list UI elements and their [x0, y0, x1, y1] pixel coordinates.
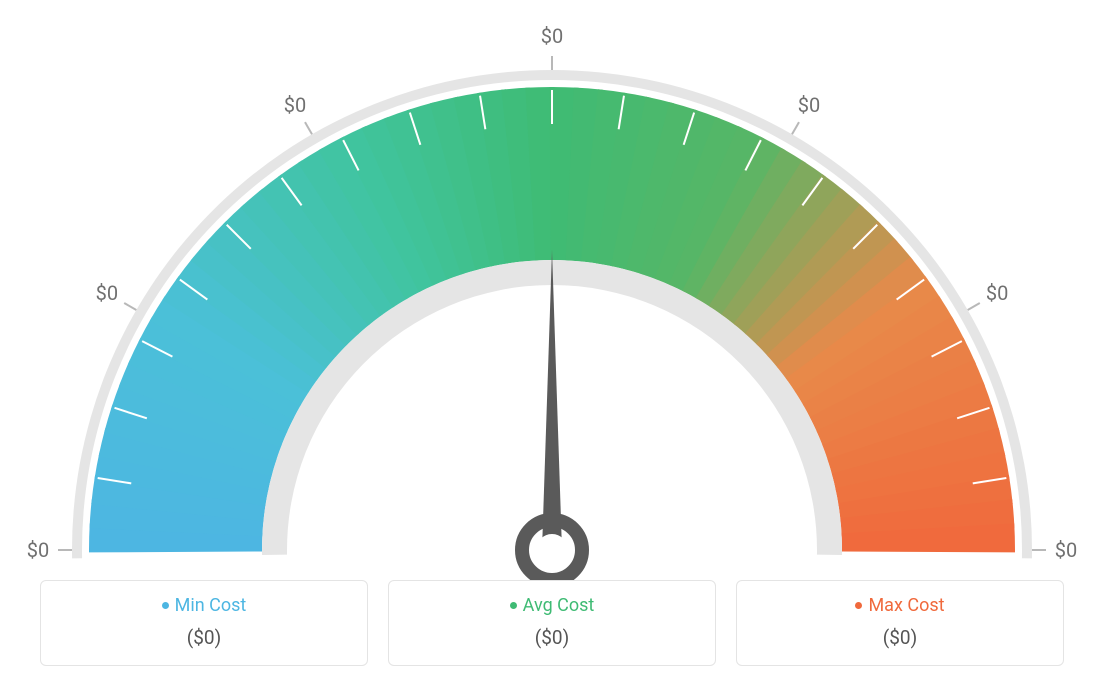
legend-value-avg: ($0): [399, 626, 705, 649]
legend-title-max: Max Cost: [747, 595, 1053, 616]
gauge-tick-label: $0: [798, 93, 820, 117]
dot-icon: [162, 602, 169, 609]
legend-title-min: Min Cost: [51, 595, 357, 616]
cost-gauge-chart: $0 $0 $0 $0 $0 $0 $0 Min Cost ($0) Avg Cost ($…: [0, 0, 1104, 690]
legend-title-avg: Avg Cost: [399, 595, 705, 616]
gauge-tick-label: $0: [1055, 538, 1077, 562]
gauge-tick-label: $0: [541, 24, 563, 48]
legend-label-min: Min Cost: [175, 595, 247, 616]
legend-label-avg: Avg Cost: [523, 595, 595, 616]
gauge-tick-label: $0: [284, 93, 306, 117]
dot-icon: [510, 602, 517, 609]
legend-card-max: Max Cost ($0): [736, 580, 1064, 666]
gauge-tick-label: $0: [27, 538, 49, 562]
dot-icon: [855, 602, 862, 609]
gauge-tick-label: $0: [96, 281, 118, 305]
legend-value-min: ($0): [51, 626, 357, 649]
legend-card-min: Min Cost ($0): [40, 580, 368, 666]
legend-label-max: Max Cost: [868, 595, 944, 616]
legend-row: Min Cost ($0) Avg Cost ($0) Max Cost ($0…: [40, 580, 1064, 666]
legend-value-max: ($0): [747, 626, 1053, 649]
gauge-area: $0 $0 $0 $0 $0 $0 $0: [0, 0, 1104, 570]
gauge-tick-label: $0: [986, 281, 1008, 305]
gauge-svg: [22, 20, 1082, 580]
legend-card-avg: Avg Cost ($0): [388, 580, 716, 666]
